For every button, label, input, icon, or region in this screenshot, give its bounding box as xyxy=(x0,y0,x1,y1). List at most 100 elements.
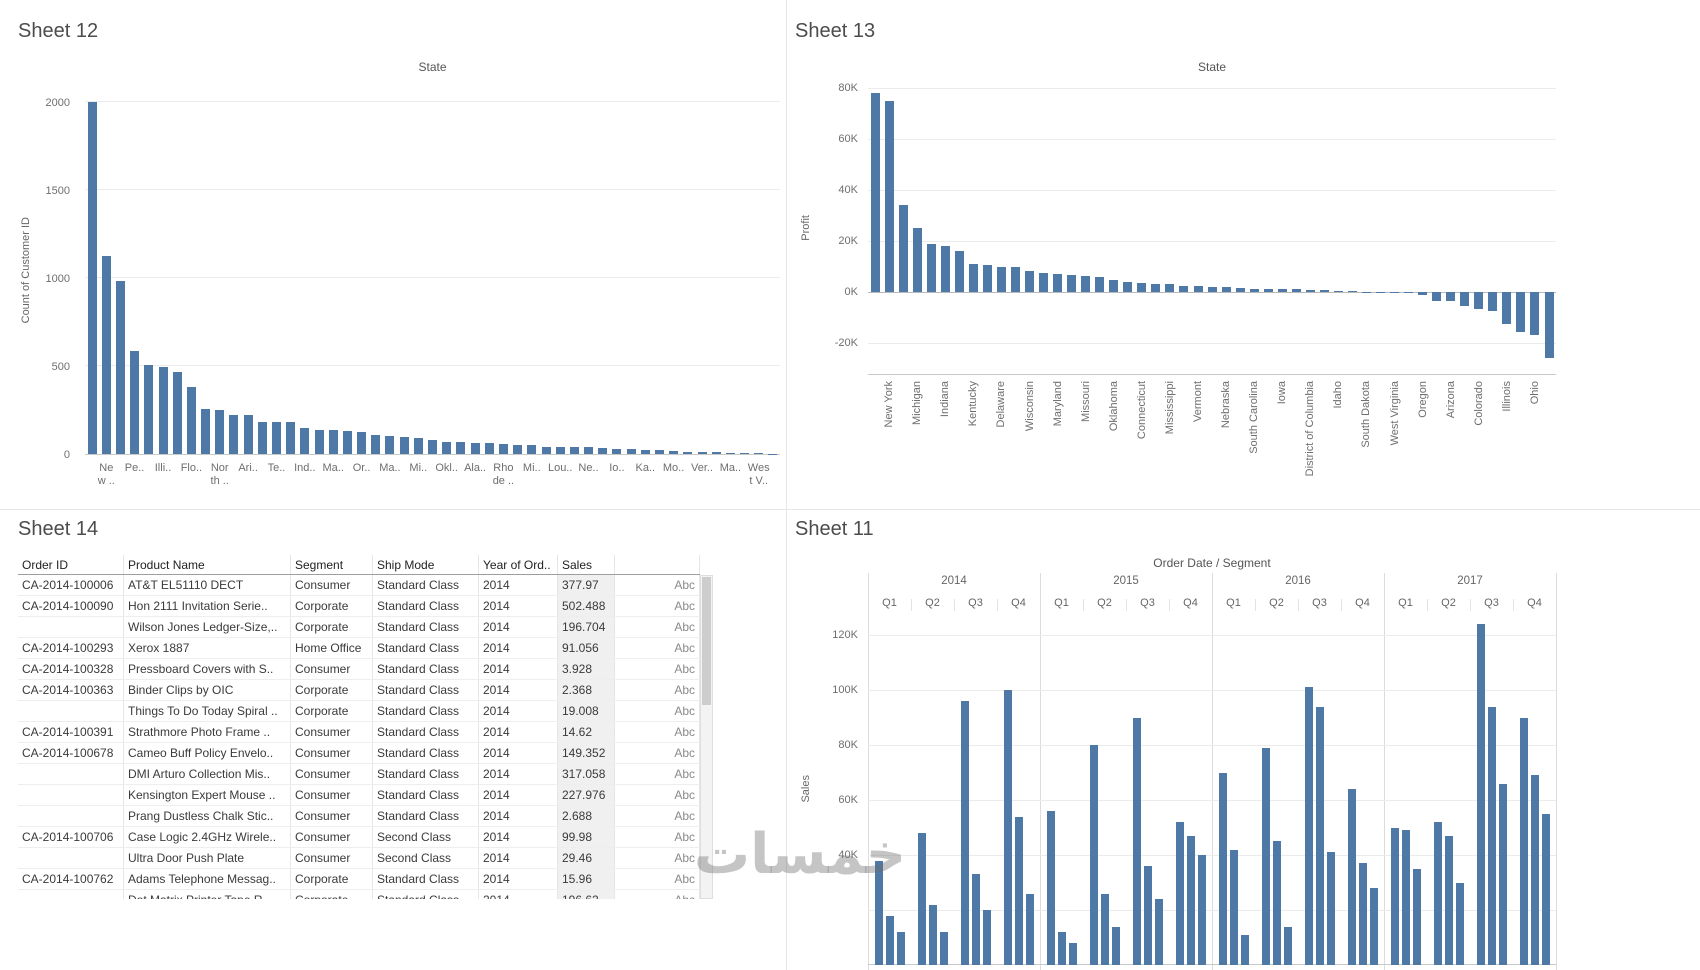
bar[interactable] xyxy=(711,452,721,454)
abc-cell[interactable]: Abc xyxy=(615,722,700,742)
bar[interactable] xyxy=(1123,281,1133,292)
bar[interactable] xyxy=(1488,292,1498,312)
abc-cell[interactable]: Abc xyxy=(615,575,700,595)
bar[interactable] xyxy=(257,421,267,454)
table-row[interactable]: Things To Do Today Spiral .. Corporate Sta… xyxy=(18,701,700,722)
bar[interactable] xyxy=(484,443,494,454)
bar[interactable] xyxy=(1369,888,1378,965)
bar[interactable] xyxy=(626,449,636,454)
bar[interactable] xyxy=(1347,789,1356,965)
bar[interactable] xyxy=(912,228,922,292)
table-row[interactable]: CA-2014-100363 Binder Clips by OIC Corpora… xyxy=(18,680,700,701)
abc-cell[interactable]: Abc xyxy=(615,848,700,868)
abc-cell[interactable]: Abc xyxy=(615,764,700,784)
bar[interactable] xyxy=(1132,717,1141,965)
bar[interactable] xyxy=(697,452,707,454)
bar[interactable] xyxy=(527,444,537,454)
bar[interactable] xyxy=(498,444,508,454)
bar[interactable] xyxy=(1235,287,1245,292)
bar[interactable] xyxy=(357,432,367,454)
bar[interactable] xyxy=(1057,932,1066,965)
abc-cell[interactable]: Abc xyxy=(615,680,700,700)
abc-cell[interactable]: Abc xyxy=(615,701,700,721)
bar[interactable] xyxy=(1143,866,1152,965)
bar[interactable] xyxy=(1067,274,1077,292)
abc-cell[interactable]: Abc xyxy=(615,659,700,679)
bar[interactable] xyxy=(300,427,310,454)
bar[interactable] xyxy=(1530,292,1540,336)
bar[interactable] xyxy=(1197,855,1206,965)
bar[interactable] xyxy=(1291,289,1301,292)
bar[interactable] xyxy=(898,205,908,292)
bar[interactable] xyxy=(870,93,880,292)
bar[interactable] xyxy=(286,422,296,454)
bar[interactable] xyxy=(470,443,480,454)
table-row[interactable]: Kensington Expert Mouse .. Consumer Standa… xyxy=(18,785,700,806)
bar[interactable] xyxy=(1498,783,1507,965)
bar[interactable] xyxy=(442,442,452,454)
bar[interactable] xyxy=(541,446,551,454)
bar[interactable] xyxy=(1053,274,1063,292)
table-row[interactable]: CA-2014-100762 Adams Telephone Messag.. Co… xyxy=(18,869,700,890)
table-row[interactable]: Dot Matrix Printer Tape R..CorporateStan… xyxy=(18,890,700,899)
bar[interactable] xyxy=(172,371,182,454)
bar[interactable] xyxy=(1333,290,1343,292)
bar[interactable] xyxy=(1530,775,1539,966)
table-row[interactable]: Wilson Jones Ledger-Size,.. Corporate Stan… xyxy=(18,617,700,638)
bar[interactable] xyxy=(101,255,111,454)
bar[interactable] xyxy=(144,364,154,454)
bar[interactable] xyxy=(456,442,466,454)
bar[interactable] xyxy=(740,452,749,454)
table-row[interactable]: Prang Dustless Chalk Stic.. Consumer Stand… xyxy=(18,806,700,827)
bar[interactable] xyxy=(754,453,764,454)
bar[interactable] xyxy=(215,410,225,454)
bar[interactable] xyxy=(1039,273,1048,292)
bar[interactable] xyxy=(1390,827,1399,965)
bar[interactable] xyxy=(272,421,281,454)
bar[interactable] xyxy=(1418,292,1428,295)
bar[interactable] xyxy=(928,904,937,965)
bar[interactable] xyxy=(569,447,579,454)
table-row[interactable]: CA-2014-100293 Xerox 1887 Home Office Stand… xyxy=(18,638,700,659)
abc-cell[interactable]: Abc xyxy=(615,743,700,763)
bar[interactable] xyxy=(201,409,211,454)
bar[interactable] xyxy=(1095,277,1105,292)
abc-cell[interactable]: Abc xyxy=(615,596,700,616)
bar[interactable] xyxy=(513,444,523,454)
bar[interactable] xyxy=(926,243,936,292)
bar[interactable] xyxy=(399,437,409,454)
abc-cell[interactable]: Abc xyxy=(615,617,700,637)
bar[interactable] xyxy=(1263,288,1273,292)
bar[interactable] xyxy=(640,449,650,454)
bar[interactable] xyxy=(428,439,437,454)
bar[interactable] xyxy=(1487,706,1496,965)
bar[interactable] xyxy=(1358,863,1367,966)
bar[interactable] xyxy=(1089,745,1098,965)
bar[interactable] xyxy=(1516,292,1526,332)
bar[interactable] xyxy=(971,874,980,966)
bar[interactable] xyxy=(1165,283,1175,292)
bar[interactable] xyxy=(896,932,905,965)
bar[interactable] xyxy=(1109,279,1119,292)
bar[interactable] xyxy=(1444,835,1453,966)
bar[interactable] xyxy=(954,251,964,292)
bar[interactable] xyxy=(1014,816,1023,965)
bar[interactable] xyxy=(584,447,593,454)
bar[interactable] xyxy=(1272,841,1281,966)
table-row[interactable]: CA-2014-100006 AT&T EL51110 DECT Consumer S… xyxy=(18,575,700,596)
vertical-scrollbar[interactable] xyxy=(700,575,713,899)
abc-cell[interactable]: Abc xyxy=(615,638,700,658)
abc-cell[interactable]: Abc xyxy=(615,785,700,805)
bar[interactable] xyxy=(1154,899,1163,965)
bar[interactable] xyxy=(1283,926,1292,965)
bar[interactable] xyxy=(1519,717,1528,965)
bar[interactable] xyxy=(1433,822,1442,965)
bar[interactable] xyxy=(884,100,894,293)
bar[interactable] xyxy=(1175,822,1184,965)
bar[interactable] xyxy=(1240,934,1249,966)
bar[interactable] xyxy=(1081,275,1091,292)
table-row[interactable]: DMI Arturo Collection Mis.. Consumer Stand… xyxy=(18,764,700,785)
table-row[interactable]: CA-2014-100090 Hon 2111 Invitation Serie.… xyxy=(18,596,700,617)
bar[interactable] xyxy=(960,701,969,965)
bar[interactable] xyxy=(612,448,622,454)
